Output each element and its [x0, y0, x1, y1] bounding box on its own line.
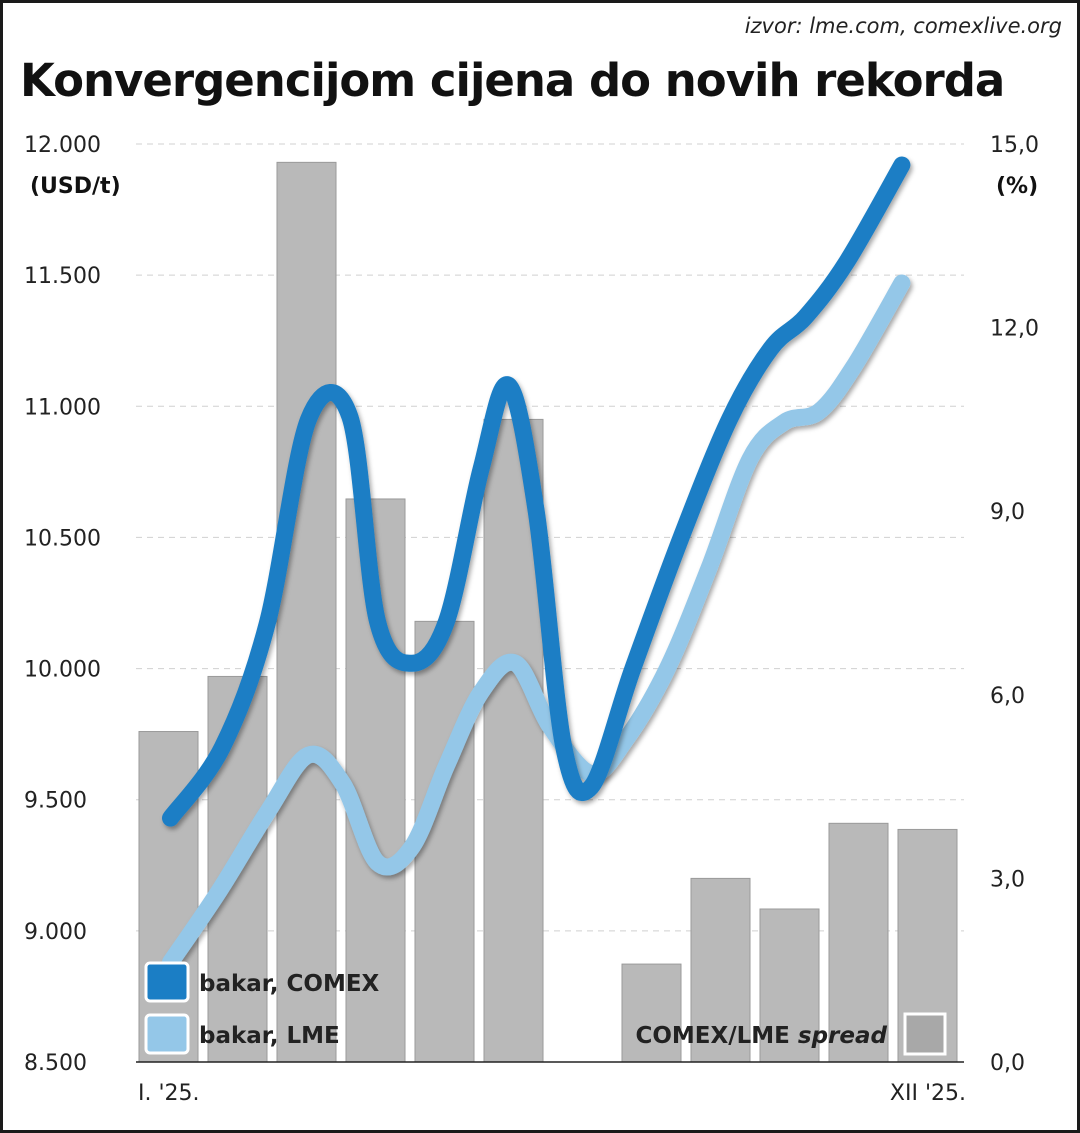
- legend-swatch-comex: [144, 961, 190, 1003]
- left-tick-label: 11.000: [24, 395, 101, 420]
- spread-bar: [759, 908, 820, 1063]
- legend-swatch-spread: [903, 1012, 947, 1056]
- spread-bar: [828, 822, 889, 1063]
- right-tick-label: 9,0: [990, 500, 1025, 525]
- legend-label-lme: bakar, LME: [199, 1023, 340, 1049]
- right-axis-unit: (%): [996, 174, 1038, 199]
- source-note: izvor: lme.com, comexlive.org: [744, 14, 1062, 38]
- right-tick-label: 12,0: [990, 317, 1039, 342]
- spread-bar: [414, 620, 475, 1063]
- lme-price-line: [162, 274, 911, 971]
- left-tick-label: 8.500: [24, 1051, 87, 1076]
- spread-bar: [138, 731, 199, 1063]
- legend-swatch-lme: [144, 1013, 190, 1055]
- chart-title: Konvergencijom cijena do novih rekorda: [20, 54, 1005, 107]
- tick-labels: 12.000 11.500 11.000 10.500 10.000 9.500 9.000…: [24, 133, 1039, 1076]
- price-lines: [162, 156, 911, 971]
- left-tick-label: 11.500: [24, 264, 101, 289]
- spread-bar: [690, 877, 751, 1063]
- left-axis-unit: (USD/t): [30, 174, 121, 199]
- left-tick-label: 9.500: [24, 789, 87, 814]
- x-label-end: XII '25.: [890, 1081, 966, 1106]
- spread-bar: [621, 963, 682, 1063]
- legend-label-comex: bakar, COMEX: [199, 971, 380, 997]
- right-tick-label: 3,0: [990, 867, 1025, 892]
- x-label-start: I. '25.: [138, 1081, 200, 1106]
- legend: bakar, COMEX bakar, LME COMEX/LME spread: [144, 961, 947, 1056]
- left-tick-label: 10.000: [24, 658, 101, 683]
- right-tick-label: 0,0: [990, 1051, 1025, 1076]
- right-tick-label: 15,0: [990, 133, 1039, 158]
- left-tick-label: 12.000: [24, 133, 101, 158]
- spread-bar: [276, 161, 337, 1063]
- left-tick-label: 10.500: [24, 526, 101, 551]
- spread-bars: [138, 161, 958, 1063]
- comex-price-line: [162, 156, 911, 827]
- left-tick-label: 9.000: [24, 920, 87, 945]
- legend-label-spread: COMEX/LME spread: [635, 1023, 887, 1049]
- right-tick-label: 6,0: [990, 684, 1025, 709]
